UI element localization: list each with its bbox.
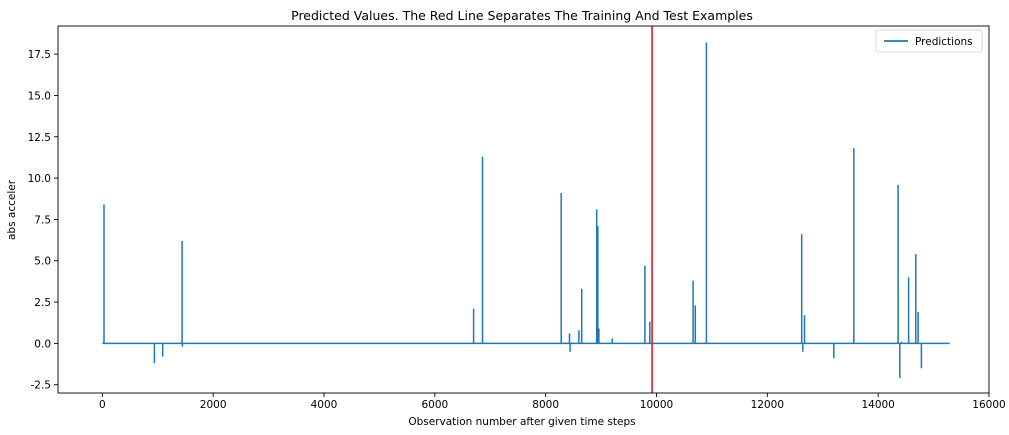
x-tick-label: 12000: [751, 399, 784, 411]
y-tick-label: 10.0: [28, 173, 51, 185]
legend-box: [875, 29, 983, 53]
x-tick-label: 0: [99, 399, 106, 411]
y-tick-label: 15.0: [28, 90, 51, 102]
x-tick-label: 10000: [640, 399, 673, 411]
x-tick-label: 8000: [532, 399, 559, 411]
x-tick-label: 2000: [200, 399, 227, 411]
plot-area: [57, 25, 990, 394]
x-tick-label: 14000: [861, 399, 894, 411]
y-axis: -2.5 0.0 2.5 5.0 7.5 10.0 12.5 15.0 17.5: [28, 49, 58, 392]
x-tick-label: 4000: [311, 399, 338, 411]
y-tick-label: -2.5: [31, 380, 52, 392]
x-axis-label: Observation number after given time step…: [408, 416, 635, 428]
y-tick-label: 2.5: [34, 297, 51, 309]
chart-title: Predicted Values. The Red Line Separates…: [291, 8, 753, 23]
axes-frame: [57, 25, 990, 394]
y-tick-label: 7.5: [34, 214, 51, 226]
y-tick-label: 12.5: [28, 132, 51, 144]
legend: Predictions: [875, 29, 983, 53]
y-tick-label: 0.0: [34, 338, 51, 350]
x-tick-label: 6000: [421, 399, 448, 411]
y-tick-label: 5.0: [34, 256, 51, 268]
y-axis-label: abs acceler: [6, 179, 18, 240]
y-tick-label: 17.5: [28, 49, 51, 61]
legend-label-predictions: Predictions: [915, 36, 973, 48]
series-layer: [102, 42, 950, 379]
x-axis: 0 2000 4000 6000 8000 10000 12000 14000 16000: [99, 393, 1006, 411]
x-tick-label: 16000: [972, 399, 1005, 411]
